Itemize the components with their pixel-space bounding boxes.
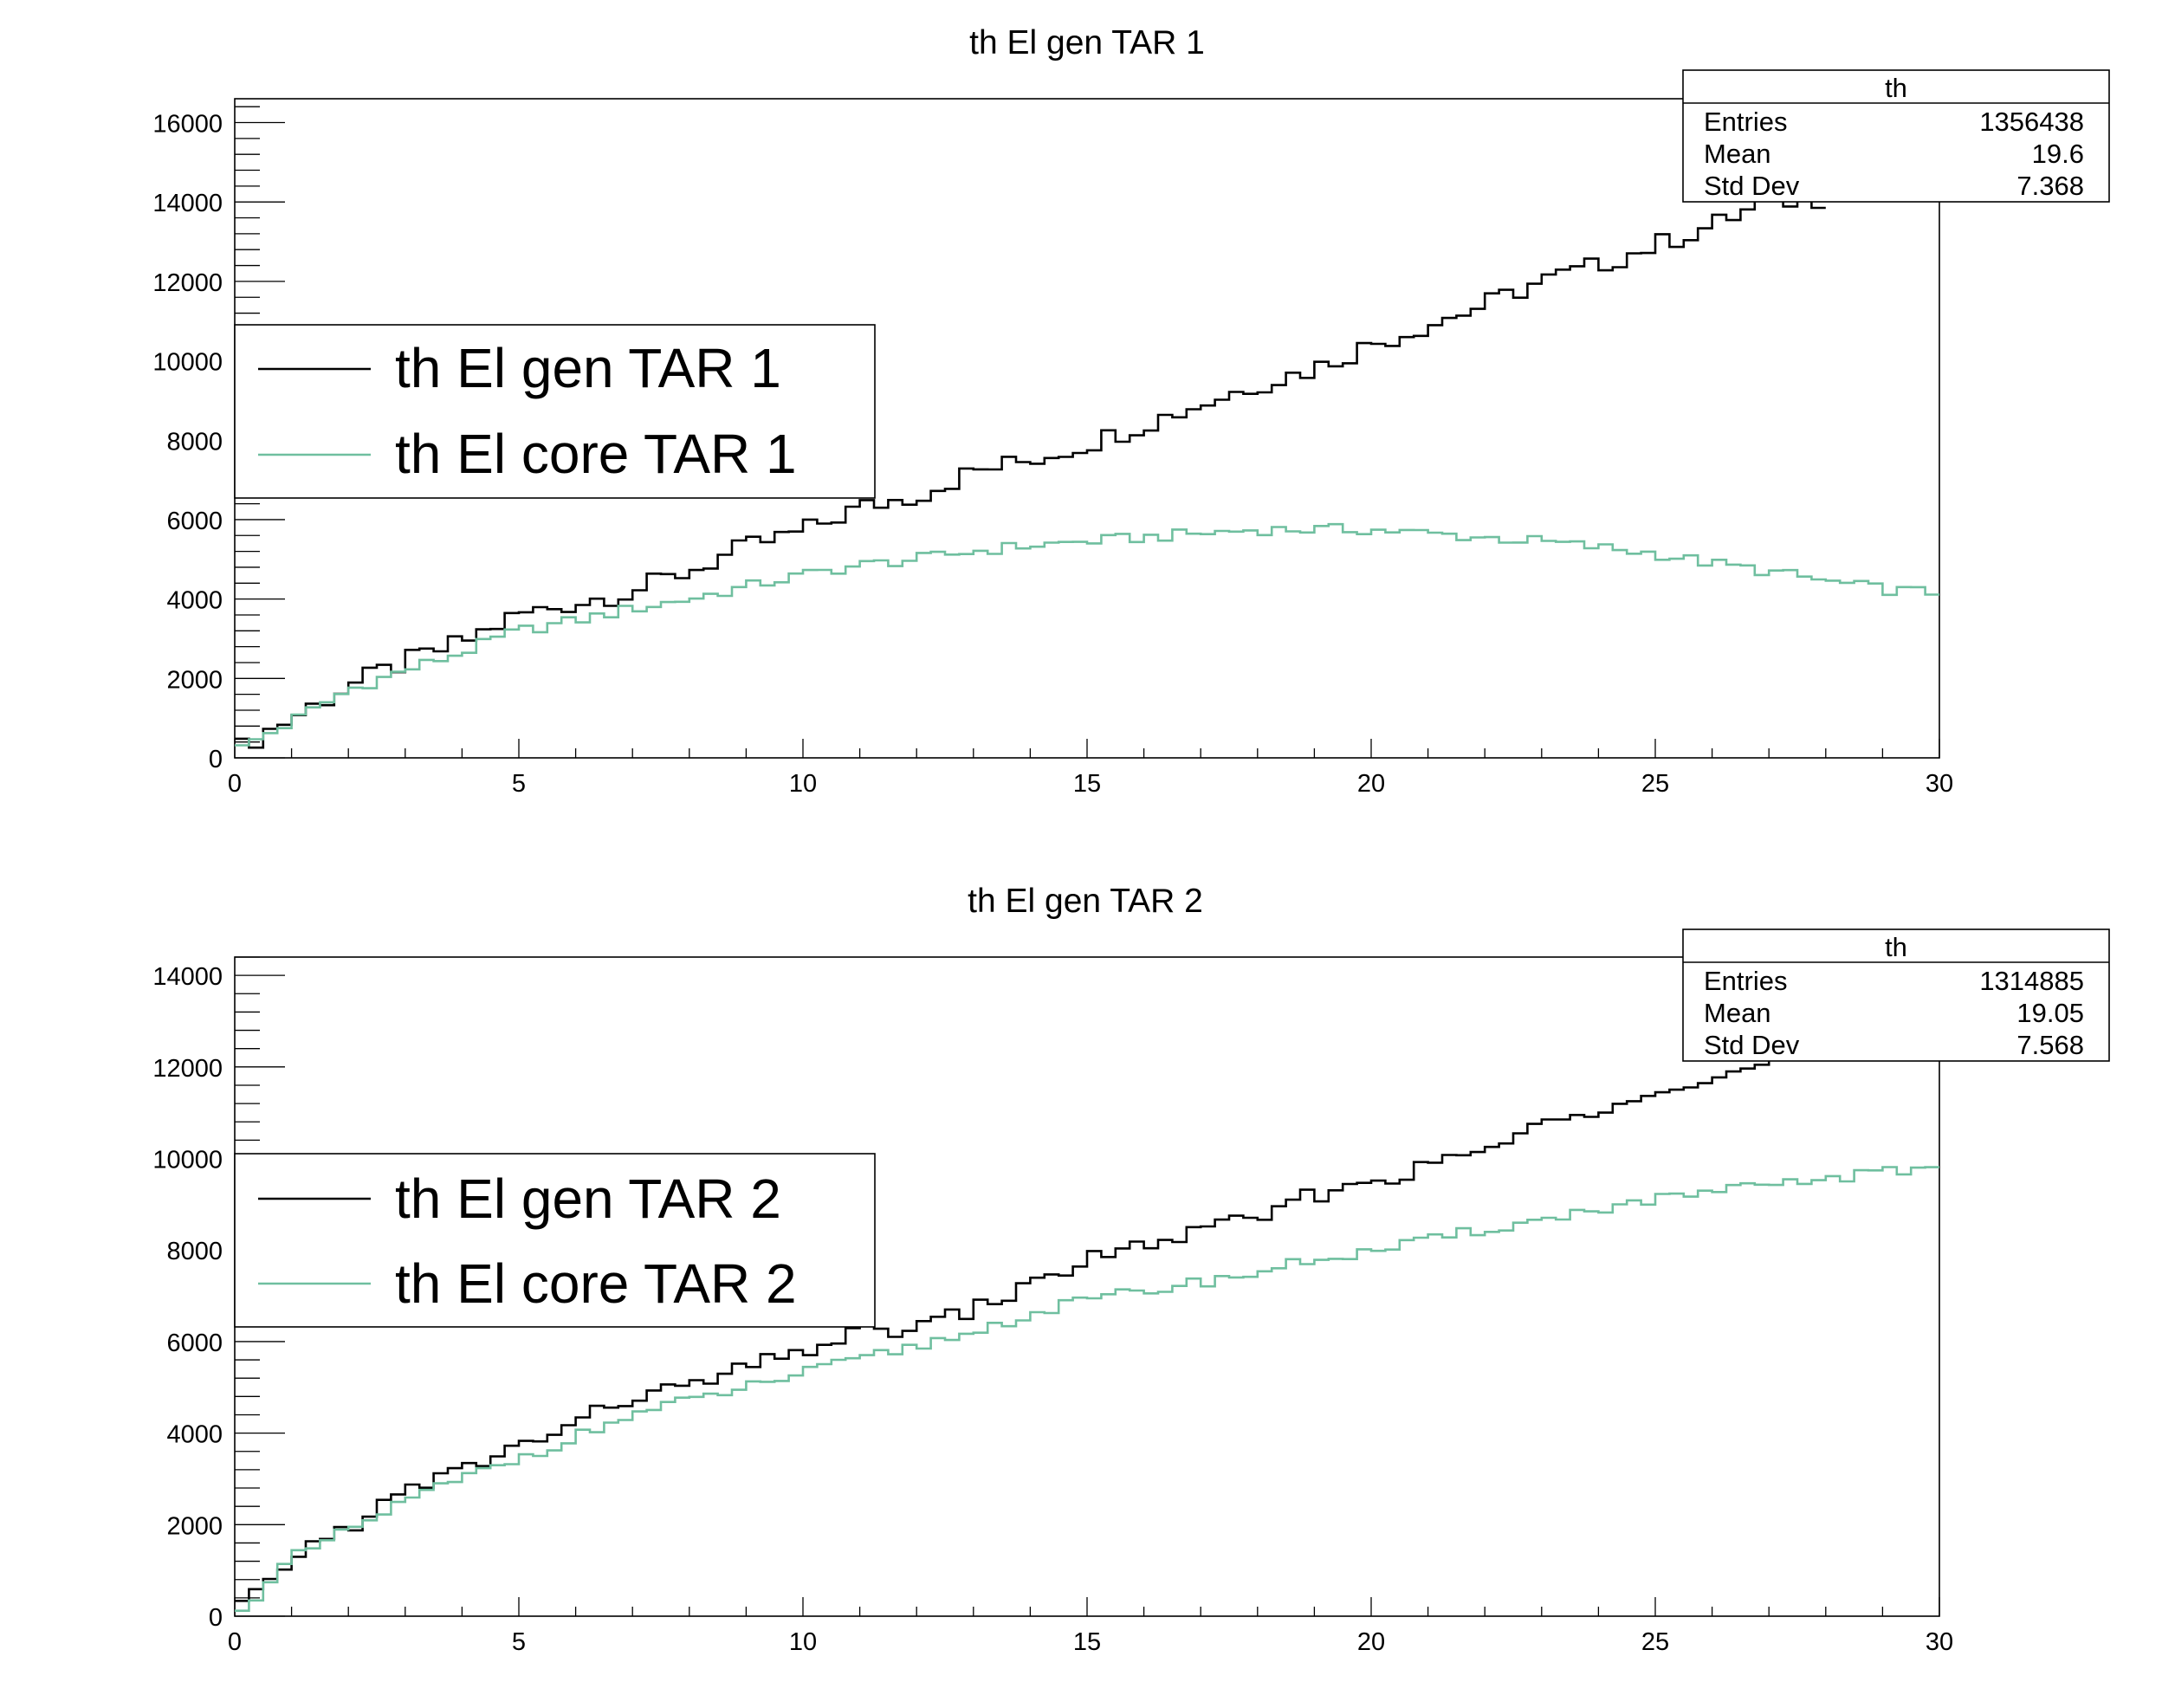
histogram-panel-2: th El gen TAR 2 0 2000 4000 6000 8000 10000 12… bbox=[152, 883, 2110, 1656]
y-tick-label: 6000 bbox=[166, 1330, 223, 1357]
legend-box bbox=[234, 324, 876, 499]
stats-label: Mean bbox=[1704, 998, 1771, 1028]
y-tick-label: 16000 bbox=[152, 111, 223, 139]
y-tick-label: 0 bbox=[209, 746, 223, 773]
stats-label: Mean bbox=[1704, 139, 1771, 169]
x-tick-label: 30 bbox=[1926, 770, 1953, 798]
stats-label: Entries bbox=[1704, 966, 1787, 996]
stats-box: th Entries 1314885 Mean 19.05 Std Dev 7.… bbox=[1682, 928, 2110, 1062]
y-tick-label: 8000 bbox=[166, 1238, 223, 1265]
x-tick-label: 20 bbox=[1357, 1628, 1385, 1656]
stats-box: th Entries 1356438 Mean 19.6 Std Dev 7.3… bbox=[1682, 69, 2110, 203]
y-tick-label: 2000 bbox=[166, 666, 223, 694]
x-axis: 0 5 10 15 20 25 30 bbox=[228, 739, 1953, 798]
x-tick-label: 5 bbox=[512, 770, 526, 798]
stats-value: 7.568 bbox=[2016, 1030, 2084, 1060]
legend-entry-gen: th El gen TAR 2 bbox=[395, 1168, 781, 1230]
stats-value: 1314885 bbox=[1979, 966, 2084, 996]
stats-label: Std Dev bbox=[1704, 171, 1800, 201]
chart-title: th El gen TAR 1 bbox=[969, 24, 1205, 61]
legend: th El gen TAR 2 th El core TAR 2 bbox=[234, 1153, 876, 1328]
y-tick-label: 12000 bbox=[152, 269, 223, 297]
x-tick-label: 0 bbox=[228, 1628, 242, 1656]
y-tick-label: 12000 bbox=[152, 1055, 223, 1083]
y-tick-label: 4000 bbox=[166, 587, 223, 615]
series-layer bbox=[235, 191, 1939, 749]
stats-header: th bbox=[1885, 932, 1907, 962]
series-layer bbox=[235, 1054, 1939, 1612]
stats-value: 1356438 bbox=[1979, 107, 2084, 137]
stats-value: 7.368 bbox=[2016, 171, 2084, 201]
stats-label: Std Dev bbox=[1704, 1030, 1800, 1060]
x-tick-label: 0 bbox=[228, 770, 242, 798]
legend-box bbox=[234, 1153, 876, 1328]
series-core-line bbox=[235, 522, 1939, 747]
chart-title: th El gen TAR 2 bbox=[968, 883, 1203, 920]
y-tick-label: 10000 bbox=[152, 349, 223, 377]
x-tick-label: 5 bbox=[512, 1628, 526, 1656]
stats-frame bbox=[1682, 928, 2110, 1062]
y-tick-label: 10000 bbox=[152, 1147, 223, 1174]
x-tick-label: 30 bbox=[1926, 1628, 1953, 1656]
y-tick-label: 6000 bbox=[166, 508, 223, 535]
x-tick-label: 25 bbox=[1641, 1628, 1669, 1656]
x-tick-label: 15 bbox=[1073, 770, 1101, 798]
stats-frame bbox=[1682, 69, 2110, 203]
stats-header: th bbox=[1885, 73, 1907, 103]
series-gen-line bbox=[235, 1054, 1797, 1602]
legend-entry-core: th El core TAR 1 bbox=[395, 423, 797, 485]
stats-value: 19.6 bbox=[2032, 139, 2084, 169]
y-tick-label: 8000 bbox=[166, 428, 223, 456]
y-tick-label: 0 bbox=[209, 1604, 223, 1632]
histogram-panel-1: th El gen TAR 1 0 2000 4000 6000 8000 10000 12… bbox=[152, 24, 2110, 798]
y-tick-label: 4000 bbox=[166, 1421, 223, 1449]
legend: th El gen TAR 1 th El core TAR 1 bbox=[234, 324, 876, 499]
x-tick-label: 10 bbox=[789, 1628, 817, 1656]
y-tick-label: 14000 bbox=[152, 190, 223, 217]
legend-entry-core: th El core TAR 2 bbox=[395, 1252, 797, 1315]
y-axis: 0 2000 4000 6000 8000 10000 12000 14000 bbox=[152, 956, 285, 1632]
y-tick-label: 2000 bbox=[166, 1512, 223, 1540]
x-axis: 0 5 10 15 20 25 30 bbox=[228, 1597, 1953, 1656]
x-tick-label: 15 bbox=[1073, 1628, 1101, 1656]
stats-label: Entries bbox=[1704, 107, 1787, 137]
stats-value: 19.05 bbox=[2016, 998, 2084, 1028]
y-tick-label: 14000 bbox=[152, 963, 223, 991]
x-tick-label: 25 bbox=[1641, 770, 1669, 798]
series-core-line bbox=[235, 1166, 1939, 1612]
legend-entry-gen: th El gen TAR 1 bbox=[395, 337, 781, 399]
series-gen-line bbox=[235, 191, 1826, 749]
x-tick-label: 20 bbox=[1357, 770, 1385, 798]
x-tick-label: 10 bbox=[789, 770, 817, 798]
